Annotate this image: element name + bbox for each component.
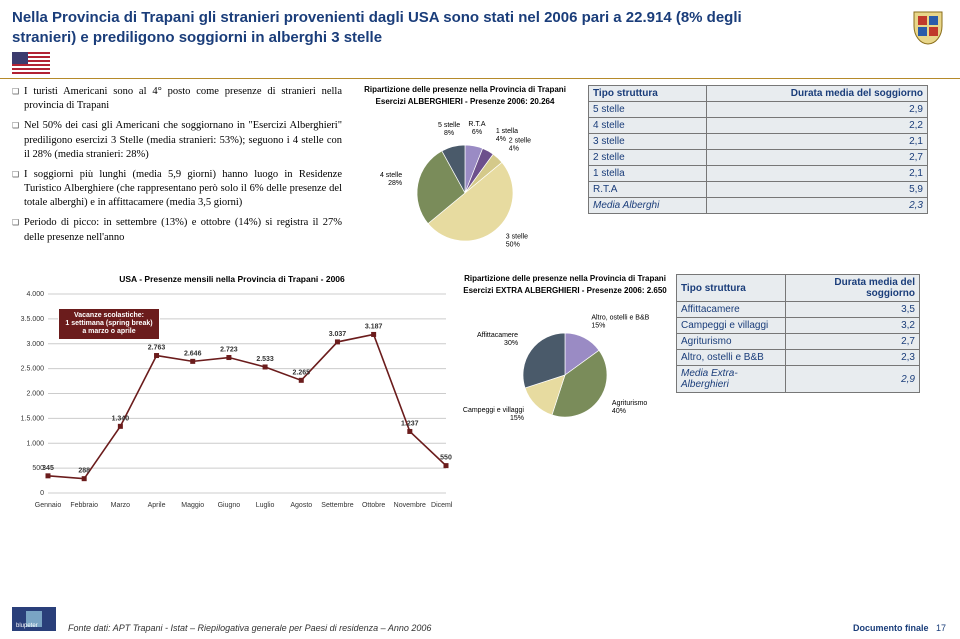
svg-text:4.000: 4.000: [26, 291, 44, 298]
footer-doc-label: Documento finale: [853, 623, 929, 633]
vacation-badge: Vacanze scolastiche:1 settimana (spring …: [58, 308, 160, 340]
svg-text:Gennaio: Gennaio: [35, 502, 62, 509]
pie-chart-alberghieri: R.T.A6%1 stella4%2 stelle4%3 stelle50%4 …: [355, 108, 575, 263]
svg-text:R.T.A: R.T.A: [468, 121, 485, 128]
svg-text:30%: 30%: [504, 340, 518, 347]
svg-text:Giugno: Giugno: [218, 502, 241, 509]
svg-text:4 stelle: 4 stelle: [380, 172, 402, 179]
svg-text:Luglio: Luglio: [256, 502, 275, 509]
svg-text:8%: 8%: [444, 130, 454, 137]
svg-text:3.5.000: 3.5.000: [21, 316, 44, 323]
pie1-title1: Ripartizione delle presenze nella Provin…: [350, 85, 580, 95]
pie2-title1: Ripartizione delle presenze nella Provin…: [460, 274, 670, 284]
svg-text:2.5.000: 2.5.000: [21, 366, 44, 373]
table-row: Altro, ostelli e B&B2,3: [677, 350, 920, 366]
svg-text:4%: 4%: [509, 146, 519, 153]
bullet-list: I turisti Americani sono al 4° posto com…: [12, 85, 342, 266]
bullet-item: I soggiorni più lunghi (media 5,9 giorni…: [12, 168, 342, 211]
svg-text:Agriturismo: Agriturismo: [612, 400, 648, 407]
line-chart-title: USA - Presenze mensili nella Provincia d…: [12, 274, 452, 284]
footer-source: Fonte dati: APT Trapani - Istat – Riepil…: [68, 623, 431, 633]
svg-text:Marzo: Marzo: [111, 502, 131, 509]
bullet-item: Nel 50% dei casi gli Americani che soggi…: [12, 119, 342, 162]
th-durata: Durata media del soggiorno: [706, 86, 927, 102]
svg-text:2.265: 2.265: [293, 370, 311, 377]
table-row: 5 stelle2,9: [589, 102, 928, 118]
svg-text:1.237: 1.237: [401, 421, 419, 428]
th-durata: Durata media del soggiorno: [786, 275, 920, 302]
svg-text:1.340: 1.340: [112, 416, 130, 423]
svg-text:Agosto: Agosto: [290, 502, 312, 509]
crest-icon: [908, 8, 948, 48]
table-row-media: Media Alberghi2,3: [589, 198, 928, 214]
svg-text:4%: 4%: [496, 136, 506, 143]
table-row: Affittacamere3,5: [677, 302, 920, 318]
table-row: Agriturismo2,7: [677, 334, 920, 350]
pie2-title2: Esercizi EXTRA ALBERGHIERI - Presenze 20…: [460, 286, 670, 296]
table-alberghieri: Tipo struttura Durata media del soggiorn…: [588, 85, 928, 214]
page-title: Nella Provincia di Trapani gli stranieri…: [12, 8, 792, 47]
svg-text:3.187: 3.187: [365, 324, 383, 331]
svg-text:2 stelle: 2 stelle: [509, 138, 531, 145]
bullet-item: Periodo di picco: in settembre (13%) e o…: [12, 216, 342, 244]
svg-text:2.533: 2.533: [256, 356, 274, 363]
svg-text:Dicembre: Dicembre: [431, 502, 452, 509]
table-row: 3 stelle2,1: [589, 134, 928, 150]
svg-text:Febbraio: Febbraio: [70, 502, 98, 509]
table-row: Campeggi e villaggi3,2: [677, 318, 920, 334]
svg-text:2.000: 2.000: [26, 391, 44, 398]
svg-text:15%: 15%: [591, 323, 605, 330]
table-row-media: Media Extra-Alberghieri2,9: [677, 366, 920, 393]
svg-text:6%: 6%: [472, 129, 482, 136]
usa-flag-icon: [12, 52, 50, 74]
footer-page: 17: [936, 623, 946, 633]
svg-text:40%: 40%: [612, 408, 626, 415]
svg-text:50%: 50%: [506, 242, 520, 249]
svg-text:Aprile: Aprile: [148, 502, 166, 509]
svg-text:1.000: 1.000: [26, 440, 44, 447]
bullet-item: I turisti Americani sono al 4° posto com…: [12, 85, 342, 113]
svg-text:1.5.000: 1.5.000: [21, 416, 44, 423]
svg-text:Altro, ostelli e B&B: Altro, ostelli e B&B: [591, 315, 649, 322]
svg-text:0: 0: [40, 490, 44, 497]
svg-text:3.000: 3.000: [26, 341, 44, 348]
svg-text:Affittacamere: Affittacamere: [477, 332, 518, 339]
table-extra: Tipo struttura Durata media del soggiorn…: [676, 274, 920, 393]
table-row: 1 stella2,1: [589, 166, 928, 182]
svg-text:5 stelle: 5 stelle: [438, 122, 460, 129]
pie-chart-extra: Altro, ostelli e B&B15%Agriturismo40%Cam…: [460, 297, 670, 437]
svg-text:345: 345: [42, 465, 54, 472]
svg-text:3 stelle: 3 stelle: [506, 234, 528, 241]
svg-text:2.763: 2.763: [148, 345, 166, 352]
table-row: R.T.A5,9: [589, 182, 928, 198]
th-tipo: Tipo struttura: [589, 86, 707, 102]
svg-text:Maggio: Maggio: [181, 502, 204, 509]
table-row: 2 stelle2,7: [589, 150, 928, 166]
svg-text:28%: 28%: [388, 180, 402, 187]
svg-text:2.646: 2.646: [184, 351, 202, 358]
svg-text:Ottobre: Ottobre: [362, 502, 385, 509]
table-row: 4 stelle2,2: [589, 118, 928, 134]
svg-text:2.723: 2.723: [220, 347, 238, 354]
svg-text:Novembre: Novembre: [394, 502, 426, 509]
svg-text:288: 288: [78, 468, 90, 475]
svg-text:1 stella: 1 stella: [496, 128, 518, 135]
svg-text:15%: 15%: [510, 415, 524, 422]
svg-text:550: 550: [440, 455, 452, 462]
svg-text:3.037: 3.037: [329, 331, 347, 338]
footer-docinfo: Documento finale 17: [853, 623, 946, 633]
pie1-title2: Esercizi ALBERGHIERI - Presenze 2006: 20…: [350, 97, 580, 107]
svg-text:Settembre: Settembre: [321, 502, 353, 509]
svg-text:Campeggi e villaggi: Campeggi e villaggi: [463, 407, 525, 414]
th-tipo: Tipo struttura: [677, 275, 786, 302]
